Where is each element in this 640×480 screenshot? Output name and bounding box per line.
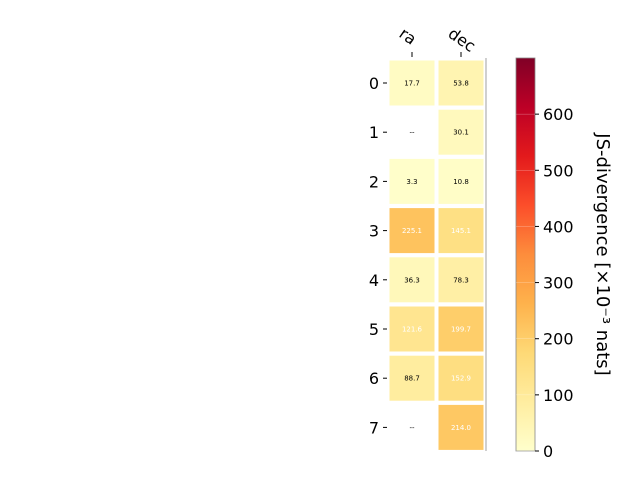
heatmap-cells <box>390 61 484 450</box>
x-tick-label: ra <box>396 24 420 49</box>
colorbar-tick-label: 200 <box>543 330 574 349</box>
cell-value-label: 199.7 <box>451 326 471 334</box>
colorbar-tick-label: 0 <box>543 442 553 461</box>
colorbar-tick-label: 600 <box>543 105 574 124</box>
x-tick-label: dec <box>445 24 479 56</box>
y-tick-label: 2 <box>369 172 379 191</box>
y-tick-label: 4 <box>369 271 379 290</box>
cell-value-label: 17.7 <box>404 80 420 88</box>
cell-value-label: 53.8 <box>453 80 469 88</box>
cell-value-label: 152.9 <box>451 375 471 383</box>
y-tick-label: 1 <box>369 123 379 142</box>
cell-value-label: 78.3 <box>453 276 469 284</box>
colorbar-tick-label: 400 <box>543 217 574 236</box>
cell-value-label: 121.6 <box>402 326 423 334</box>
cell-value-label: -- <box>409 424 415 432</box>
y-tick-label: 3 <box>369 222 379 241</box>
cell-value-label: 88.7 <box>404 375 420 383</box>
cell-value-label: 30.1 <box>453 129 469 137</box>
colorbar-tick-label: 500 <box>543 161 574 180</box>
cell-value-label: 36.3 <box>404 276 420 284</box>
colorbar: 0 100 200 300 400 500 600 JS-divergence [×10⁻³ … <box>516 58 613 461</box>
cell-value-label: 225.1 <box>402 227 422 235</box>
cell-value-label: 3.3 <box>406 178 417 186</box>
cell-value-label: -- <box>409 129 415 137</box>
y-tick-label: 7 <box>369 418 379 437</box>
cell-value-label: 214.0 <box>451 424 471 432</box>
colorbar-label: JS-divergence [×10⁻³ nats] <box>592 132 613 375</box>
colorbar-tick-label: 100 <box>543 386 574 405</box>
y-tick-label: 5 <box>369 320 379 339</box>
cell-value-label: 10.8 <box>453 178 469 186</box>
y-tick-label: 0 <box>369 74 379 93</box>
colorbar-gradient <box>516 58 535 451</box>
cell-value-label: 145.1 <box>451 227 471 235</box>
y-tick-label: 6 <box>369 369 379 388</box>
colorbar-tick-label: 300 <box>543 274 574 293</box>
heatmap-cell-labels: 17.7 53.8 -- 30.1 3.3 10.8 225.1 145.1 36.3 78.3 1… <box>402 80 471 432</box>
